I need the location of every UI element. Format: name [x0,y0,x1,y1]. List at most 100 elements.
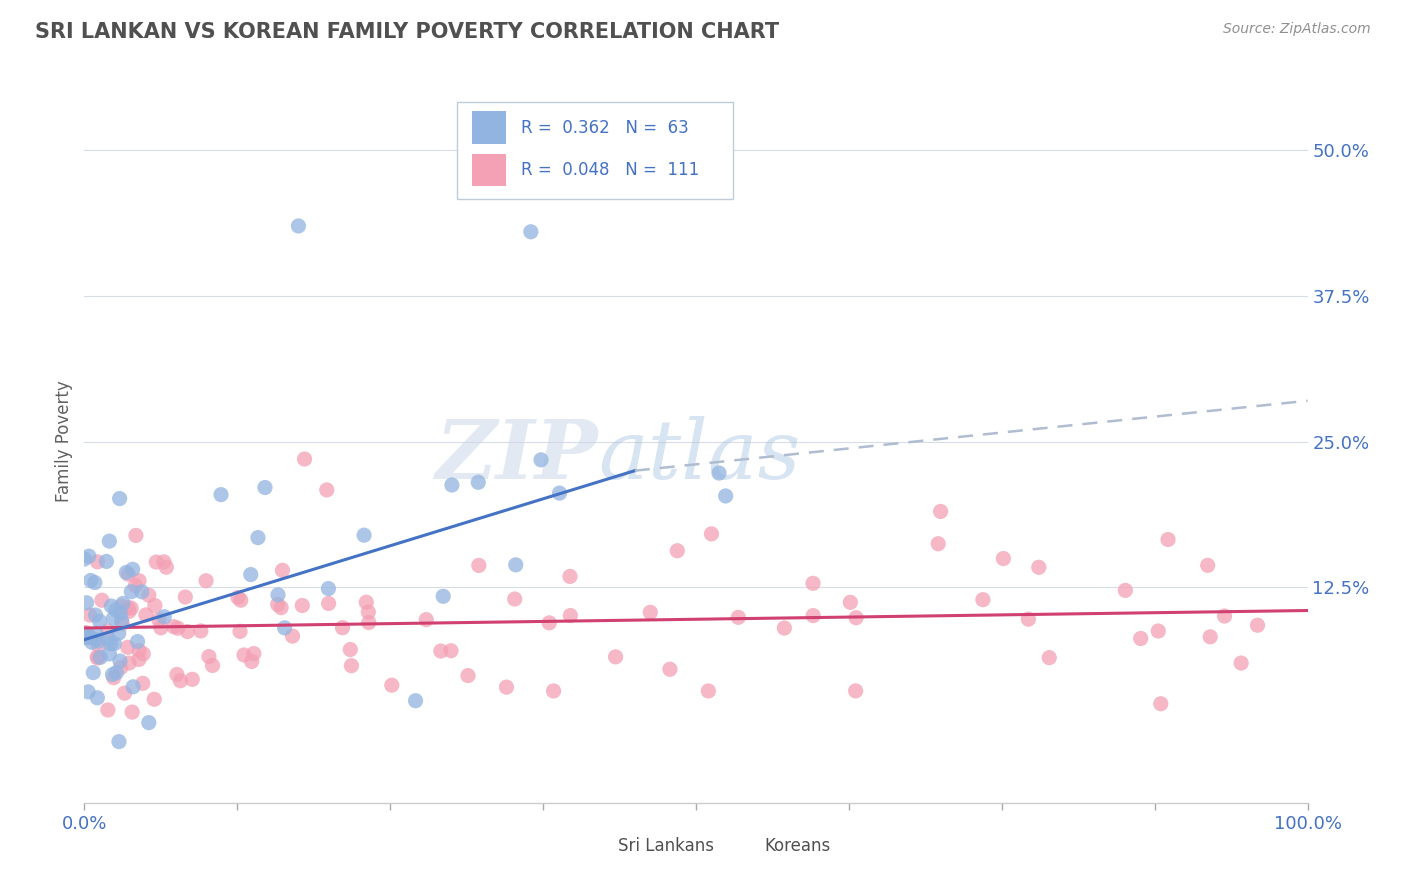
Point [927,537,949,551]
Point [86,690,108,705]
Point [839,595,862,609]
Point [291,599,314,613]
Point [127,634,149,648]
Point [845,610,868,624]
Point [77,685,100,699]
Point [267,598,290,612]
Point [246,531,269,545]
Point [128,643,150,657]
Point [356,595,378,609]
Point [495,680,517,694]
Point [353,528,375,542]
Point [124,578,146,592]
Point [1129,632,1152,646]
Point [658,662,681,676]
Point [100,637,122,651]
Point [110,599,132,614]
Text: SRI LANKAN VS KOREAN FAMILY POVERTY CORRELATION CHART: SRI LANKAN VS KOREAN FAMILY POVERTY CORR… [35,22,779,42]
Point [84,632,107,647]
Point [468,558,491,573]
Text: ZIP: ZIP [436,416,598,496]
Point [270,600,292,615]
Point [548,486,571,500]
Point [226,591,249,605]
Point [87,651,110,665]
Point [287,219,309,233]
Point [1213,609,1236,624]
Point [1157,533,1180,547]
Point [100,599,122,613]
Point [86,650,108,665]
Point [121,562,143,576]
Point [117,640,139,655]
Point [96,554,118,568]
FancyBboxPatch shape [586,835,607,857]
Point [697,684,720,698]
Point [98,534,121,549]
Point [1017,612,1039,626]
Point [103,637,125,651]
Point [381,678,404,692]
Point [80,574,103,588]
Point [181,673,204,687]
Point [86,555,108,569]
Text: R =  0.362   N =  63: R = 0.362 N = 63 [522,119,689,136]
FancyBboxPatch shape [472,154,506,186]
Point [239,567,262,582]
FancyBboxPatch shape [733,835,755,857]
Point [415,613,437,627]
Point [1199,630,1222,644]
Point [79,631,101,645]
Point [240,655,263,669]
Point [138,715,160,730]
Point [929,504,952,518]
Point [801,576,824,591]
Point [457,668,479,682]
Point [163,620,186,634]
Text: atlas: atlas [598,416,800,496]
Text: Sri Lankans: Sri Lankans [617,838,714,855]
Point [845,684,868,698]
Point [105,665,128,680]
Point [87,634,110,648]
Point [97,632,120,647]
Point [520,225,543,239]
Point [318,597,340,611]
Point [1197,558,1219,573]
Point [145,555,167,569]
Point [640,605,662,619]
Point [155,560,177,574]
Point [440,644,463,658]
Point [195,574,218,588]
Point [169,673,191,688]
Point [505,558,527,572]
Point [1028,560,1050,574]
Text: R =  0.048   N =  111: R = 0.048 N = 111 [522,161,699,179]
Point [148,613,170,627]
Point [315,483,337,497]
Point [82,665,104,680]
Point [122,680,145,694]
Point [271,563,294,577]
Point [108,734,131,748]
Point [110,606,132,620]
Point [1150,697,1173,711]
Point [73,552,96,566]
Point [190,624,212,638]
Point [176,624,198,639]
Point [107,626,129,640]
Point [294,452,316,467]
Point [73,631,96,645]
Point [128,652,150,666]
Text: Source: ZipAtlas.com: Source: ZipAtlas.com [1223,22,1371,37]
Point [111,596,134,610]
Point [233,648,256,662]
Point [281,629,304,643]
Point [76,596,98,610]
Point [253,481,276,495]
Point [79,608,101,623]
Point [666,543,689,558]
Point [143,599,166,613]
Point [76,631,98,645]
Point [467,475,489,490]
